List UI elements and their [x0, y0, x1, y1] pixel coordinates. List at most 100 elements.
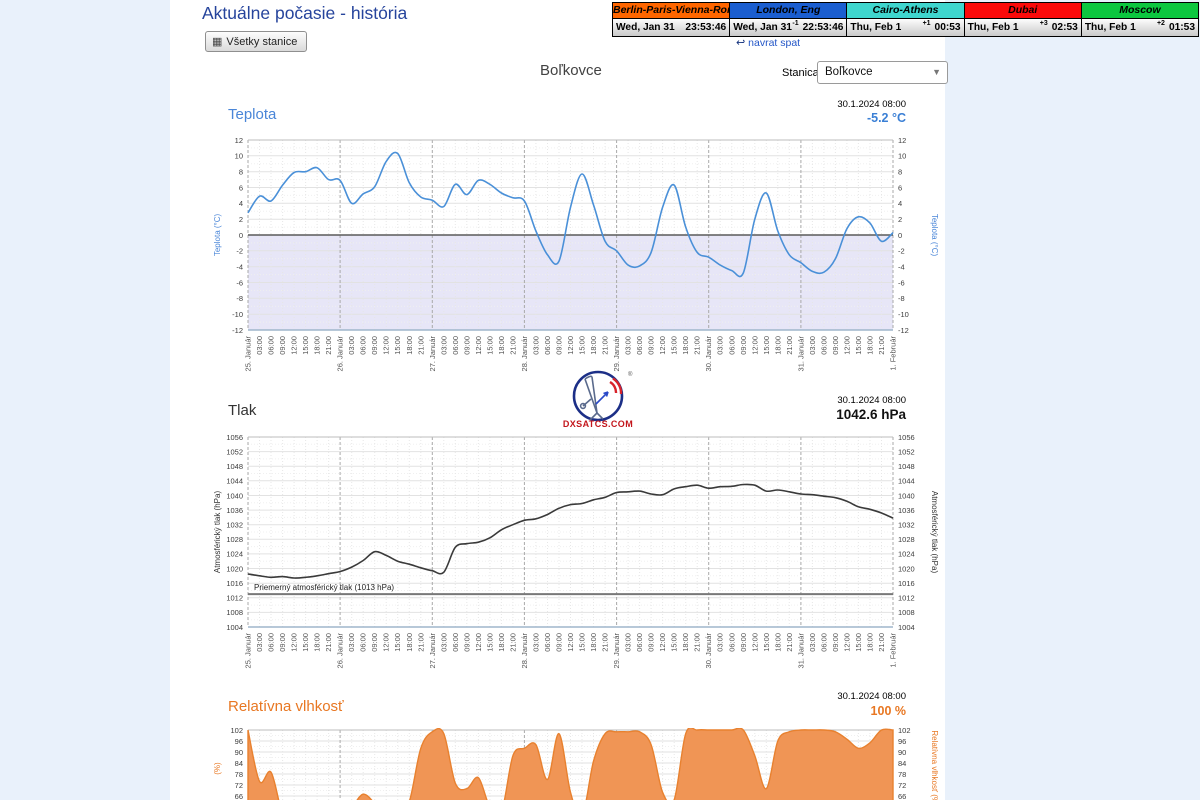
svg-text:06:00: 06:00 — [359, 633, 368, 652]
svg-text:21:00: 21:00 — [324, 633, 333, 652]
svg-text:21:00: 21:00 — [877, 633, 886, 652]
y-axis-title-left: Teplota (°C) — [213, 214, 222, 257]
svg-text:18:00: 18:00 — [497, 633, 506, 652]
svg-text:18:00: 18:00 — [866, 633, 875, 652]
svg-text:1036: 1036 — [226, 506, 243, 515]
station-name: Boľkovce — [540, 62, 602, 79]
table-grid-icon: ▦ — [212, 36, 223, 48]
svg-text:1036: 1036 — [898, 506, 915, 515]
svg-text:1056: 1056 — [226, 435, 243, 442]
svg-text:90: 90 — [898, 748, 906, 757]
svg-text:25. Január: 25. Január — [244, 336, 253, 372]
svg-text:102: 102 — [230, 728, 243, 735]
svg-text:28. Január: 28. Január — [520, 633, 529, 669]
svg-text:1012: 1012 — [226, 594, 243, 603]
y-axis-title-right: Atmosférický tlak (hPa) — [930, 491, 939, 574]
svg-text:15:00: 15:00 — [578, 633, 587, 652]
svg-text:21:00: 21:00 — [508, 633, 517, 652]
clock-time-value: 00:53 — [934, 22, 961, 33]
svg-text:1016: 1016 — [898, 579, 915, 588]
svg-text:66: 66 — [235, 792, 243, 800]
pressure-current-value: 1042.6 hPa — [836, 407, 906, 422]
svg-text:15:00: 15:00 — [762, 633, 771, 652]
svg-text:1028: 1028 — [898, 535, 915, 544]
svg-text:2: 2 — [239, 215, 243, 224]
clock-date: Wed, Jan 31 — [733, 22, 792, 33]
station-select[interactable]: Boľkovce ▼ — [817, 61, 948, 84]
svg-text:12:00: 12:00 — [750, 633, 759, 652]
clock-time-value: 01:53 — [1168, 22, 1196, 33]
svg-text:09:00: 09:00 — [739, 336, 748, 355]
svg-text:1056: 1056 — [898, 435, 915, 442]
svg-text:1040: 1040 — [226, 491, 243, 500]
svg-text:06:00: 06:00 — [267, 336, 276, 355]
back-arrow-icon: ↩ — [736, 37, 746, 49]
y-axis-title-left: Atmosférický tlak (hPa) — [213, 491, 222, 574]
svg-text:06:00: 06:00 — [451, 633, 460, 652]
pressure-chart-title: Tlak — [228, 402, 257, 419]
temperature-chart: 12 12 10 10 8 8 6 6 4 4 2 2 0 0 -2 -2 -4 -4 -6 -6 -8 -8 -10 -10… — [206, 138, 946, 384]
svg-text:12:00: 12:00 — [566, 633, 575, 652]
svg-text:72: 72 — [235, 781, 243, 790]
svg-text:12:00: 12:00 — [658, 633, 667, 652]
svg-text:18:00: 18:00 — [405, 633, 414, 652]
back-link[interactable]: ↩ navrat spat — [736, 36, 800, 49]
clock-time: Thu, Feb 1 +2 01:53 — [1081, 19, 1199, 36]
svg-text:84: 84 — [898, 759, 906, 768]
all-stations-button[interactable]: ▦ Všetky stanice — [205, 31, 308, 52]
svg-text:03:00: 03:00 — [716, 336, 725, 355]
svg-text:21:00: 21:00 — [324, 336, 333, 355]
clock-time: Thu, Feb 1 +1 00:53 — [847, 19, 964, 36]
svg-text:1052: 1052 — [898, 447, 915, 456]
svg-text:12:00: 12:00 — [842, 336, 851, 355]
svg-text:15:00: 15:00 — [762, 336, 771, 355]
svg-text:18:00: 18:00 — [681, 633, 690, 652]
svg-text:30. Január: 30. Január — [704, 336, 713, 372]
svg-text:-12: -12 — [898, 326, 909, 335]
clock-utc-offset: -1 — [792, 20, 799, 27]
svg-text:29. Január: 29. Január — [612, 633, 621, 669]
svg-text:0: 0 — [898, 231, 902, 240]
svg-text:03:00: 03:00 — [347, 633, 356, 652]
clock-city-london: London, Eng Wed, Jan 31 -1 22:53:46 — [730, 3, 848, 36]
svg-text:06:00: 06:00 — [635, 336, 644, 355]
svg-text:06:00: 06:00 — [451, 336, 460, 355]
svg-text:21:00: 21:00 — [693, 633, 702, 652]
svg-text:21:00: 21:00 — [785, 336, 794, 355]
svg-text:8: 8 — [898, 168, 902, 177]
clock-time-value: 23:53:46 — [685, 22, 727, 33]
svg-text:12:00: 12:00 — [566, 336, 575, 355]
svg-text:1032: 1032 — [898, 521, 915, 530]
svg-text:96: 96 — [898, 737, 906, 746]
svg-text:-10: -10 — [898, 310, 909, 319]
svg-text:1. Február: 1. Február — [889, 633, 898, 668]
svg-text:66: 66 — [898, 792, 906, 800]
svg-text:06:00: 06:00 — [727, 336, 736, 355]
svg-text:03:00: 03:00 — [808, 633, 817, 652]
svg-text:-10: -10 — [232, 310, 243, 319]
svg-text:15:00: 15:00 — [854, 633, 863, 652]
svg-text:21:00: 21:00 — [601, 336, 610, 355]
station-select-value: Boľkovce — [825, 66, 873, 78]
svg-text:31. Január: 31. Január — [796, 633, 805, 669]
svg-text:18:00: 18:00 — [313, 633, 322, 652]
svg-text:26. Január: 26. Január — [336, 336, 345, 372]
svg-text:09:00: 09:00 — [462, 336, 471, 355]
svg-text:09:00: 09:00 — [555, 336, 564, 355]
svg-text:-6: -6 — [236, 278, 243, 287]
svg-text:1052: 1052 — [226, 447, 243, 456]
clock-utc-offset: +3 — [1039, 20, 1048, 27]
y-axis-title-left: (%) — [213, 762, 222, 775]
svg-text:21:00: 21:00 — [601, 633, 610, 652]
clock-utc-offset: +2 — [1156, 20, 1165, 27]
svg-text:18:00: 18:00 — [589, 633, 598, 652]
svg-text:03:00: 03:00 — [624, 336, 633, 355]
svg-text:15:00: 15:00 — [393, 336, 402, 355]
svg-text:1048: 1048 — [226, 462, 243, 471]
clock-date: Wed, Jan 31 — [616, 22, 675, 33]
svg-text:1004: 1004 — [226, 623, 243, 632]
svg-text:12:00: 12:00 — [382, 633, 391, 652]
svg-text:1048: 1048 — [898, 462, 915, 471]
svg-text:27. Január: 27. Január — [428, 336, 437, 372]
